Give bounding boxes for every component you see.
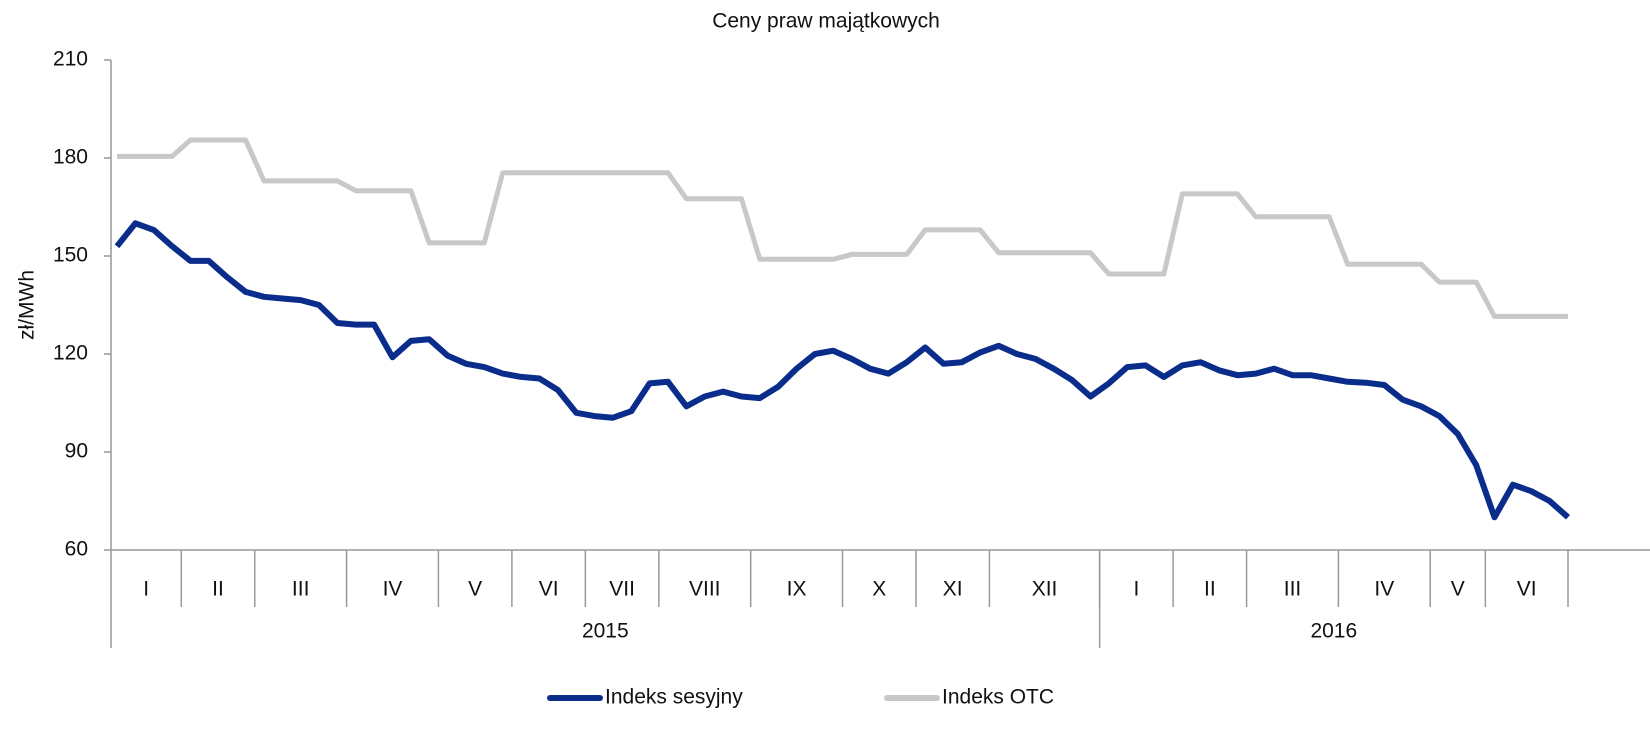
x-tick-label: VIII xyxy=(689,578,721,601)
x-tick-label: VI xyxy=(1517,578,1537,601)
x-tick-label: II xyxy=(212,578,224,601)
x-tick-label: XII xyxy=(1032,578,1058,601)
y-tick-label: 180 xyxy=(53,146,88,169)
y-tick-label: 90 xyxy=(65,440,88,463)
x-tick-label: XI xyxy=(943,578,963,601)
x-tick-label: V xyxy=(468,578,482,601)
y-tick-label: 150 xyxy=(53,244,88,267)
x-tick-label: IV xyxy=(383,578,403,601)
series-line xyxy=(114,220,1570,521)
legend-label: Indeks OTC xyxy=(942,686,1054,709)
x-tick-label: VII xyxy=(609,578,635,601)
x-tick-label: I xyxy=(143,578,149,601)
x-tick-label: IX xyxy=(787,578,807,601)
legend-label: Indeks sesyjny xyxy=(605,686,743,709)
y-tick-label: 210 xyxy=(53,48,88,71)
x-tick-label: I xyxy=(1133,578,1139,601)
x-tick-label: X xyxy=(872,578,886,601)
x-tick-label: II xyxy=(1204,578,1216,601)
x-tick-label: III xyxy=(1284,578,1302,601)
x-tick-label: VI xyxy=(539,578,559,601)
year-label: 2015 xyxy=(582,620,629,643)
y-tick-label: 120 xyxy=(53,342,88,365)
year-label: 2016 xyxy=(1310,620,1357,643)
y-axis-label: zł/MWh xyxy=(16,270,39,340)
x-tick-label: III xyxy=(292,578,310,601)
x-tick-label: IV xyxy=(1374,578,1394,601)
series-line xyxy=(117,137,1568,319)
x-tick-label: V xyxy=(1451,578,1465,601)
y-tick-label: 60 xyxy=(65,538,88,561)
chart-title: Ceny praw majątkowych xyxy=(712,10,940,33)
